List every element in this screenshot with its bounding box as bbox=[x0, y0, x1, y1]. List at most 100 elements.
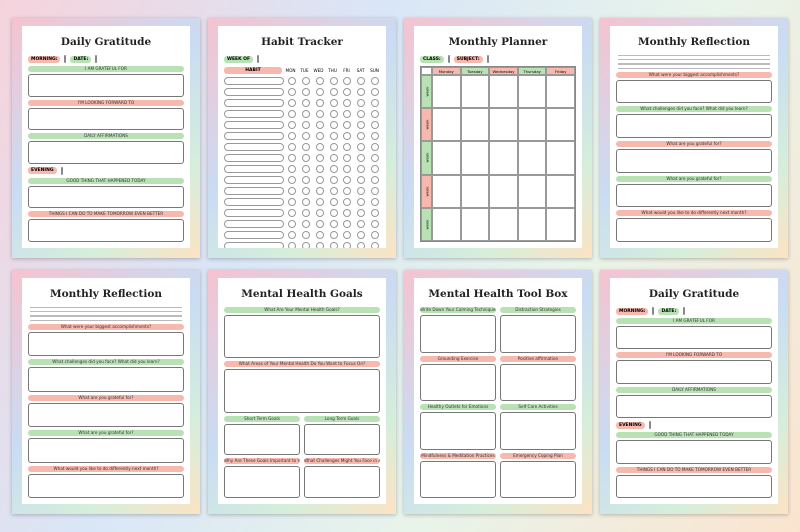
check-circle bbox=[287, 143, 298, 151]
day-cell bbox=[546, 75, 575, 109]
field-row: DATE: bbox=[70, 55, 98, 63]
section: Short Term Goals bbox=[224, 415, 300, 456]
check-circle bbox=[369, 242, 380, 248]
check-circle bbox=[314, 77, 325, 85]
check-circle bbox=[328, 231, 339, 239]
field-label: DATE: bbox=[70, 55, 92, 63]
page-sheet: Daily Gratitude MORNING: DATE: I AM GRATEFU… bbox=[610, 278, 778, 504]
check-circle bbox=[314, 209, 325, 217]
habit-row bbox=[224, 209, 380, 217]
check-circle bbox=[369, 154, 380, 162]
field-line bbox=[683, 307, 686, 315]
write-box bbox=[616, 394, 772, 419]
check-circle bbox=[369, 99, 380, 107]
check-circle bbox=[301, 110, 312, 118]
section-label: What challenges did you face? What did y… bbox=[28, 359, 184, 366]
habit-row bbox=[224, 154, 380, 162]
header-fields: MORNING: DATE: bbox=[28, 55, 184, 63]
write-box bbox=[420, 363, 496, 401]
section-label: What Challenges Might You Face in Achiev… bbox=[304, 458, 380, 465]
check-circle bbox=[287, 165, 298, 173]
week-cell: week bbox=[421, 75, 432, 109]
page-sheet: Mental Health Goals What Are Your Mental … bbox=[218, 278, 386, 504]
check-circle bbox=[314, 187, 325, 195]
write-box bbox=[28, 74, 184, 97]
check-circle bbox=[287, 187, 298, 195]
habit-field bbox=[224, 143, 284, 151]
check-circle bbox=[356, 231, 367, 239]
section: I'M LOOKING FORWARD TO bbox=[28, 99, 184, 131]
day-cell bbox=[460, 174, 490, 208]
write-box bbox=[420, 412, 496, 450]
check-circle bbox=[314, 121, 325, 129]
habit-field bbox=[224, 176, 284, 184]
field-line bbox=[652, 307, 655, 315]
check-circle bbox=[328, 77, 339, 85]
day-cell bbox=[460, 75, 490, 109]
check-circle bbox=[328, 209, 339, 217]
section-label: Healthy Outlets for Emotions bbox=[420, 404, 496, 410]
check-circle bbox=[287, 154, 298, 162]
goal-pair: Short Term Goals Long Term Goals bbox=[224, 415, 380, 456]
write-box bbox=[28, 331, 184, 357]
check-circle bbox=[342, 110, 353, 118]
check-circle bbox=[342, 154, 353, 162]
habit-field bbox=[224, 99, 284, 107]
section: THINGS I CAN DO TO MAKE TOMORROW EVEN BE… bbox=[28, 211, 184, 242]
section-label: THINGS I CAN DO TO MAKE TOMORROW EVEN BE… bbox=[616, 466, 772, 473]
field-line bbox=[648, 421, 651, 430]
page-title: Daily Gratitude bbox=[60, 36, 152, 48]
day-label: TUE bbox=[300, 67, 309, 73]
write-box bbox=[420, 315, 496, 353]
habit-row bbox=[224, 242, 380, 248]
check-circle bbox=[342, 165, 353, 173]
write-box bbox=[28, 367, 184, 392]
day-cell bbox=[517, 174, 547, 208]
habit-row bbox=[224, 143, 380, 151]
habit-row bbox=[224, 77, 380, 85]
check-circle bbox=[287, 77, 298, 85]
section: What would you like to do differently ne… bbox=[28, 465, 184, 499]
day-cell bbox=[517, 207, 547, 241]
day-cell bbox=[460, 141, 490, 175]
check-circle bbox=[287, 110, 298, 118]
field-line bbox=[486, 55, 489, 63]
planner-page: Monthly Reflection What were your biggest… bbox=[12, 270, 200, 514]
intro-text-line bbox=[618, 63, 770, 65]
check-circle bbox=[314, 198, 325, 206]
habit-row bbox=[224, 132, 380, 140]
habit-field bbox=[224, 242, 284, 248]
intro-text-line bbox=[618, 59, 770, 61]
check-circle bbox=[301, 198, 312, 206]
habit-field bbox=[224, 220, 284, 228]
section-label: Mindfulness & Meditation Practices bbox=[420, 452, 496, 459]
section: DAILY AFFIRMATIONS bbox=[616, 386, 772, 419]
field-label: DATE: bbox=[658, 307, 680, 315]
check-circle bbox=[369, 143, 380, 151]
check-circle bbox=[342, 121, 353, 129]
check-circle bbox=[356, 187, 367, 195]
page-sheet: Monthly Reflection What were your biggest… bbox=[610, 26, 778, 248]
check-circle bbox=[314, 132, 325, 140]
write-box bbox=[616, 360, 772, 384]
write-box bbox=[500, 363, 576, 401]
check-circle bbox=[287, 209, 298, 217]
check-circle bbox=[356, 220, 367, 228]
section: What Are Your Mental Health Goals? bbox=[224, 307, 380, 359]
section-label: What Are Your Mental Health Goals? bbox=[224, 307, 380, 313]
section: What challenges did you face? What did y… bbox=[28, 359, 184, 392]
habit-field bbox=[224, 121, 284, 129]
field-label: MORNING: bbox=[616, 307, 649, 315]
week-label: week bbox=[424, 86, 430, 97]
evening-row: EVENING bbox=[28, 166, 184, 175]
check-circle bbox=[287, 220, 298, 228]
write-box bbox=[616, 114, 772, 139]
write-box bbox=[616, 79, 772, 104]
field-row: EVENING bbox=[28, 166, 63, 175]
field-row: MORNING: bbox=[616, 307, 655, 315]
write-box bbox=[304, 423, 380, 456]
section-label: THINGS I CAN DO TO MAKE TOMORROW EVEN BE… bbox=[28, 211, 184, 218]
tool-row: Write Down Your Calming Techniques Distra… bbox=[420, 307, 576, 353]
write-box bbox=[28, 438, 184, 463]
write-box bbox=[616, 440, 772, 464]
